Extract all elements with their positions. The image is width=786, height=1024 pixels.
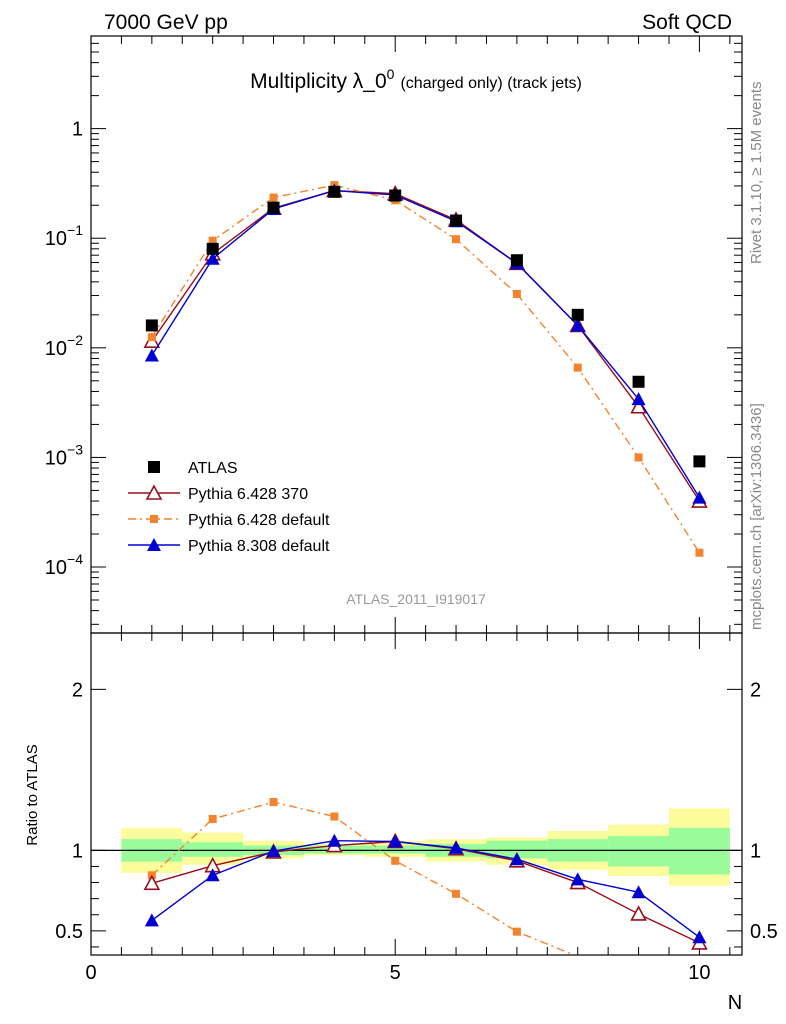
ratio-point-py8 — [388, 834, 403, 848]
point-py8 — [144, 348, 159, 362]
ratio-frame — [90, 632, 743, 956]
ratio-y-tick-label-right: 1 — [750, 840, 761, 862]
legend-marker-atlas — [148, 461, 160, 473]
point-py6_default — [452, 235, 461, 244]
point-py6_default — [634, 453, 643, 462]
band-inner — [608, 835, 669, 867]
ratio-point-py6_default — [330, 812, 339, 821]
legend: ATLAS Pythia 6.428 370 Pythia 6.428 defaul… — [128, 460, 330, 555]
point-atlas — [571, 308, 584, 321]
ratio-point-py6_default — [391, 856, 400, 865]
main-axis-ticks — [90, 35, 742, 633]
band-inner — [486, 840, 548, 859]
analysis-watermark: ATLAS_2011_I919017 — [346, 591, 486, 607]
band-inner — [182, 842, 244, 857]
ratio-point-py8 — [266, 844, 281, 858]
ratio-point-py6_default — [512, 927, 521, 936]
point-py6_370 — [630, 398, 647, 414]
point-atlas — [693, 455, 706, 468]
point-atlas — [389, 189, 402, 202]
mcplots-label: mcplots.cern.ch [arXiv:1306.3436] — [748, 403, 765, 630]
ratio-line-py8 — [151, 839, 700, 938]
point-py6_default — [147, 333, 156, 342]
x-tick-label: 0 — [85, 962, 96, 984]
ratio-y-tick-label: 1 — [72, 840, 83, 862]
legend-label-py6_default: Pythia 6.428 default — [188, 512, 330, 529]
ratio-y-tick-label: 0.5 — [55, 921, 83, 943]
rivet-version-label: Rivet 3.1.10, ≥ 1.5M events — [748, 82, 765, 265]
point-atlas — [145, 319, 158, 332]
ratio-axis-ticks — [90, 633, 742, 955]
ratio-point-py6_default — [452, 889, 461, 898]
ratio-y-axis-label: Ratio to ATLAS — [24, 744, 41, 845]
ratio-point-py8 — [692, 930, 707, 944]
main-series — [143, 181, 708, 557]
ratio-point-py6_370 — [630, 905, 647, 921]
title-sup: 0 — [387, 66, 395, 82]
main-y-tick-label: 10−2 — [45, 332, 83, 360]
point-py8 — [205, 251, 220, 265]
x-axis-label: N — [728, 992, 742, 1014]
point-py6_default — [573, 363, 582, 372]
ratio-panel: 0.5 0.5 1 1 2 2 0 5 10 — [55, 632, 778, 984]
ratio-y-tick-label: 2 — [72, 679, 83, 701]
ratio-point-py8 — [570, 872, 585, 886]
main-y-tick-label: 10−1 — [45, 222, 83, 250]
ratio-point-py8 — [449, 840, 464, 854]
main-y-tick-label: 1 — [72, 119, 83, 141]
legend-label-atlas: ATLAS — [188, 460, 238, 477]
main-y-tick-label: 10−3 — [45, 441, 83, 469]
series-line-py6_370 — [151, 189, 700, 502]
ratio-point-py8 — [509, 852, 524, 866]
point-atlas — [267, 201, 280, 214]
legend-marker-py6_370 — [145, 484, 163, 500]
ratio-point-py8 — [327, 833, 342, 847]
ratio-y-tick-label-right: 2 — [750, 679, 761, 701]
legend-label-py6_370: Pythia 6.428 370 — [188, 486, 308, 503]
ratio-y-tick-label-right: 0.5 — [750, 921, 778, 943]
point-atlas — [510, 254, 523, 267]
main-panel: 1 10−1 10−2 10−3 10−4 — [45, 35, 743, 634]
ratio-point-py8 — [631, 885, 646, 899]
ratio-point-py8 — [144, 913, 159, 927]
point-py6_default — [512, 289, 521, 298]
point-atlas — [450, 214, 463, 227]
point-py8 — [570, 318, 585, 332]
band-inner — [364, 845, 426, 854]
band-inner — [668, 827, 730, 875]
ratio-tick-labels: 0.5 0.5 1 1 2 2 0 5 10 — [55, 679, 778, 984]
header-left: 7000 GeV pp — [104, 11, 228, 34]
x-tick-label: 10 — [688, 962, 710, 984]
ratio-point-py8 — [205, 868, 220, 882]
point-py8 — [631, 392, 646, 406]
main-y-tick-label: 10−4 — [45, 551, 83, 579]
ratio-uncertainty-bands — [91, 808, 742, 886]
series-line-py6_default — [151, 184, 701, 554]
legend-label-py8: Pythia 8.308 default — [188, 538, 330, 555]
legend-marker-py6_default — [150, 515, 158, 523]
point-py6_default — [269, 193, 278, 202]
x-tick-label: 5 — [390, 962, 401, 984]
point-atlas — [328, 185, 341, 198]
point-py6_default — [208, 236, 217, 245]
point-atlas — [632, 375, 645, 388]
point-py6_default — [695, 548, 704, 557]
point-atlas — [206, 242, 219, 255]
series-line-py8 — [151, 189, 701, 498]
ratio-line-py6_default — [151, 801, 576, 955]
main-y-tick-labels: 1 10−1 10−2 10−3 10−4 — [45, 119, 83, 579]
ratio-point-py6_default — [208, 814, 217, 823]
ratio-series — [143, 798, 708, 955]
ratio-point-py6_default — [269, 798, 278, 807]
title-sub: (charged only) (track jets) — [400, 75, 581, 92]
point-py8 — [692, 490, 707, 504]
title-main: Multiplicity λ_0 — [250, 70, 387, 93]
plot-title: Multiplicity λ_00 (charged only) (track j… — [250, 66, 582, 93]
ratio-point-py6_370 — [143, 874, 161, 891]
legend-marker-py8 — [147, 538, 161, 551]
header-right: Soft QCD — [642, 11, 732, 34]
